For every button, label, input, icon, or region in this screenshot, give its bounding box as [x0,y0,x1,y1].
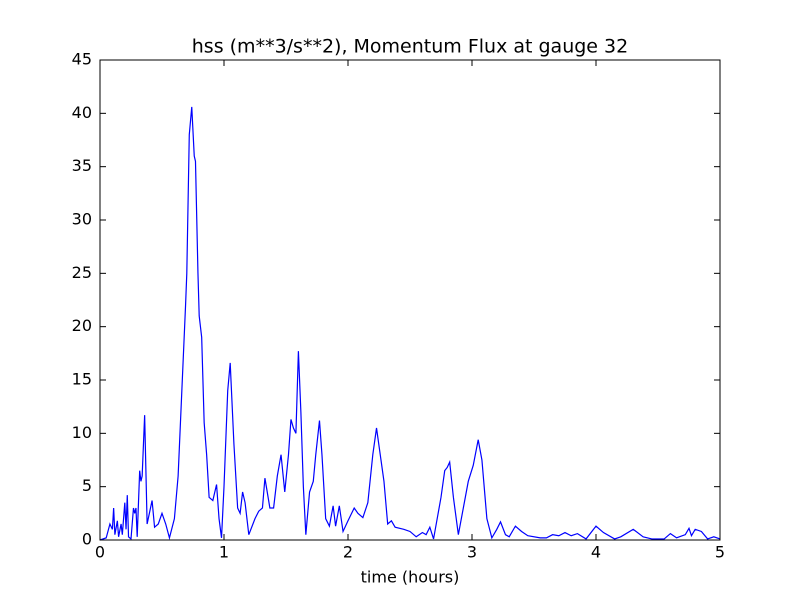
x-tick-label: 4 [591,543,601,562]
chart-title: hss (m**3/s**2), Momentum Flux at gauge … [192,36,628,58]
x-tick-label: 5 [715,543,725,562]
y-tick-label: 10 [72,423,92,442]
y-tick-label: 5 [82,476,92,495]
x-tick-label: 3 [467,543,477,562]
x-tick-label: 2 [343,543,353,562]
x-axis-label: time (hours) [361,568,460,587]
y-tick-label: 25 [72,263,92,282]
data-line [99,106,721,541]
y-tick-label: 30 [72,210,92,229]
y-tick-label: 45 [72,50,92,69]
plot-frame [99,59,721,541]
y-tick-label: 35 [72,156,92,175]
y-tick-label: 40 [72,103,92,122]
y-tick-label: 20 [72,316,92,335]
y-tick-label: 0 [82,530,92,549]
x-tick-label: 0 [95,543,105,562]
x-tick-label: 1 [219,543,229,562]
y-tick-label: 15 [72,370,92,389]
